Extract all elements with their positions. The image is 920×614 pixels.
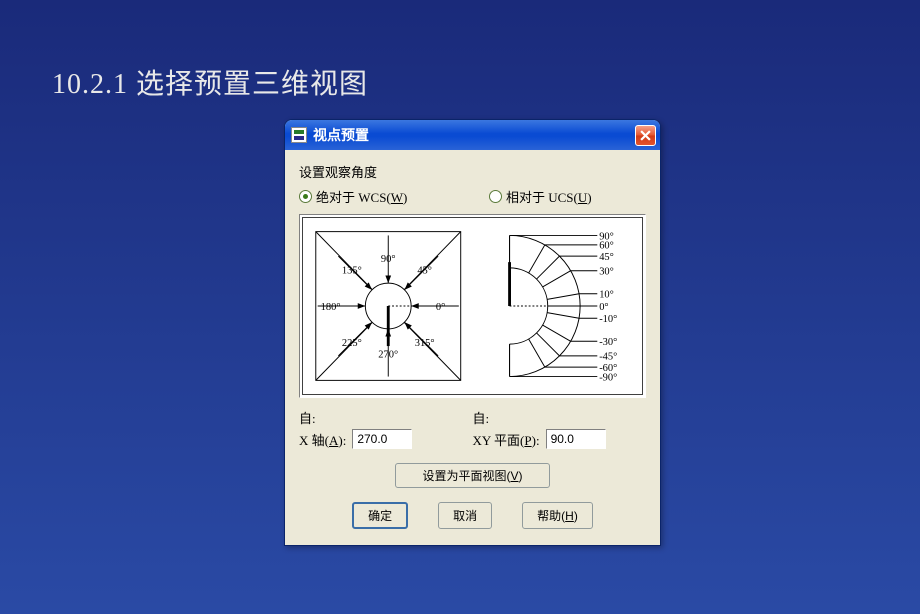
svg-text:-90°: -90° [599, 372, 617, 383]
titlebar-text: 视点预置 [313, 125, 635, 145]
xy-plane-input[interactable] [546, 429, 606, 449]
radio-row: 绝对于 WCS(W) 相对于 UCS(U) [299, 187, 646, 206]
svg-text:225°: 225° [342, 338, 362, 349]
from-label-x: 自: [299, 408, 473, 427]
svg-text:45°: 45° [417, 265, 432, 276]
svg-text:60°: 60° [599, 241, 614, 252]
diagram-frame: 0°45°90°135°180°225°270°315° 90°60°45°30… [299, 214, 646, 398]
svg-text:180°: 180° [321, 302, 341, 313]
from-row: 自: X 轴(A): 自: XY 平面(P): [299, 408, 646, 449]
group-label: 设置观察角度 [299, 162, 646, 181]
radio-ucs-label: 相对于 UCS(U) [506, 187, 592, 206]
radio-ucs-circle [489, 190, 502, 203]
button-row: 确定 取消 帮助(H) [299, 502, 646, 529]
titlebar[interactable]: 视点预置 [285, 120, 660, 150]
svg-text:45°: 45° [599, 252, 614, 263]
radio-wcs[interactable]: 绝对于 WCS(W) [299, 187, 489, 206]
compass-svg: 0° 45° 90° 135° 180° 225° 270° 315° [309, 224, 468, 388]
elevation-svg: 90°60°45°30°10°0°-10°-30°-45°-60°-90° [478, 224, 637, 388]
svg-text:270°: 270° [378, 349, 398, 360]
dialog-body: 设置观察角度 绝对于 WCS(W) 相对于 UCS(U) 0° 45° 90° 135… [285, 150, 660, 545]
svg-text:0°: 0° [436, 302, 445, 313]
svg-text:135°: 135° [342, 265, 362, 276]
radio-wcs-label: 绝对于 WCS(W) [316, 187, 407, 206]
close-icon [640, 130, 651, 141]
svg-text:-10°: -10° [599, 314, 617, 325]
svg-text:10°: 10° [599, 290, 614, 301]
svg-text:-30°: -30° [599, 337, 617, 348]
xy-plane-label: XY 平面(P): [473, 430, 540, 449]
x-axis-input[interactable] [352, 429, 412, 449]
help-button[interactable]: 帮助(H) [522, 502, 593, 529]
from-col-xy: 自: XY 平面(P): [473, 408, 647, 449]
radio-ucs[interactable]: 相对于 UCS(U) [489, 187, 592, 206]
app-icon [291, 127, 307, 143]
from-line-x: X 轴(A): [299, 429, 473, 449]
svg-text:30°: 30° [599, 267, 614, 278]
viewpoint-preset-dialog: 视点预置 设置观察角度 绝对于 WCS(W) 相对于 UCS(U) 0° 45° 9… [284, 119, 661, 546]
slide-heading: 10.2.1 选择预置三维视图 [52, 62, 368, 102]
from-line-xy: XY 平面(P): [473, 429, 647, 449]
cancel-button[interactable]: 取消 [438, 502, 492, 529]
diagram-inner: 0°45°90°135°180°225°270°315° 90°60°45°30… [302, 217, 643, 395]
svg-text:-45°: -45° [599, 352, 617, 363]
compass-panel[interactable]: 0° 45° 90° 135° 180° 225° 270° 315° [309, 224, 468, 388]
plan-row: 设置为平面视图(V) [299, 463, 646, 488]
svg-text:315°: 315° [415, 338, 435, 349]
close-button[interactable] [635, 125, 656, 146]
svg-text:90°: 90° [381, 254, 396, 265]
svg-text:0°: 0° [599, 302, 608, 313]
from-label-xy: 自: [473, 408, 647, 427]
radio-wcs-circle [299, 190, 312, 203]
ok-button[interactable]: 确定 [352, 502, 408, 529]
x-axis-label: X 轴(A): [299, 430, 346, 449]
from-col-x: 自: X 轴(A): [299, 408, 473, 449]
elevation-panel[interactable]: 90°60°45°30°10°0°-10°-30°-45°-60°-90° [478, 224, 637, 388]
plan-view-button[interactable]: 设置为平面视图(V) [395, 463, 549, 488]
